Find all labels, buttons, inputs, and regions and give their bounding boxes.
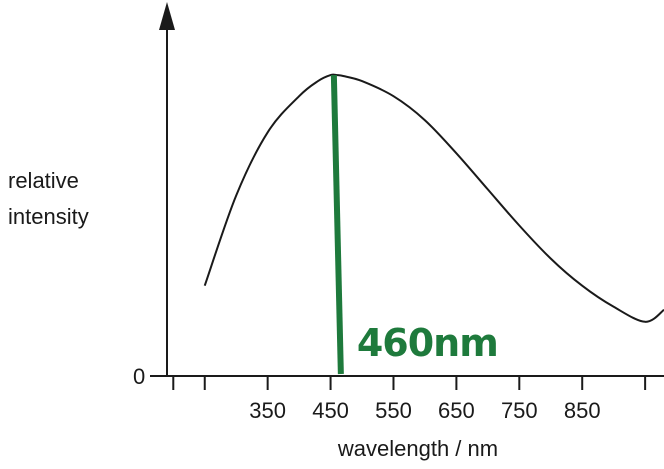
x-axis-label: wavelength / nm [337,436,498,461]
peak-wavelength-label: 460nm [357,321,498,365]
spectrum-curve [203,73,664,323]
x-tick-label-650: 650 [438,398,475,423]
y-tick-label-0: 0 [133,364,145,389]
y-axis-label-line2: intensity [8,204,89,229]
y-axis-label-line1: relative [8,168,79,193]
x-tick-label-750: 750 [501,398,538,423]
x-tick-label-550: 550 [375,398,412,423]
axes [150,2,664,377]
x-ticks [172,376,647,390]
peak-wavelength-marker [330,75,344,375]
x-tick-label-350: 350 [249,398,286,423]
x-tick-label-450: 450 [312,398,349,423]
y-axis-arrowhead [159,2,175,30]
x-tick-labels: 350 450 550 650 750 850 [249,398,600,423]
x-tick-label-850: 850 [564,398,601,423]
